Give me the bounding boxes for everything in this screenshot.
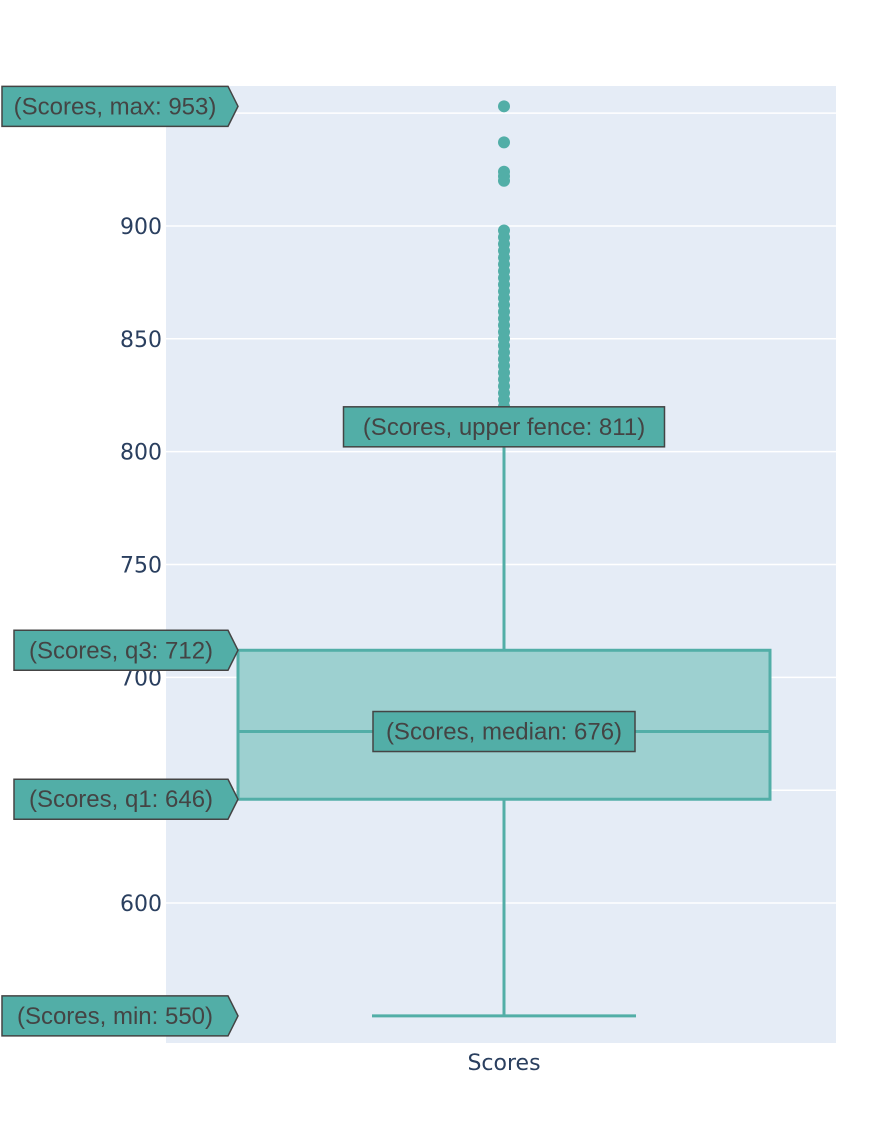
hover-label-box — [13, 629, 239, 672]
hover-label-median: (Scores, median: 676) — [372, 710, 636, 753]
hover-label-text: (Scores, upper fence: 811) — [363, 414, 645, 441]
hover-label-box — [1, 995, 239, 1037]
hover-label-q1: (Scores, q1: 646) — [13, 778, 239, 820]
y-tick-label: 750 — [120, 554, 162, 579]
y-tick-label: 900 — [120, 215, 162, 240]
outlier-point — [498, 100, 510, 113]
hover-labels: (Scores, max: 953) (Scores, upper fence: … — [1, 85, 666, 1037]
hover-label-min: (Scores, min: 550) — [1, 995, 239, 1037]
hover-label-text: (Scores, q3: 712) — [29, 637, 213, 664]
hover-label-box — [372, 710, 636, 753]
hover-label-box — [342, 406, 666, 448]
hover-label-text: (Scores, q1: 646) — [29, 786, 213, 813]
hover-label-max: (Scores, max: 953) — [1, 85, 239, 128]
hover-label-box — [1, 85, 239, 128]
hover-label-box — [13, 778, 239, 820]
hover-label-upper-fence: (Scores, upper fence: 811) — [342, 406, 666, 448]
outlier-point — [498, 136, 510, 149]
hover-label-text: (Scores, min: 550) — [17, 1003, 213, 1030]
hover-label-text: (Scores, max: 953) — [14, 93, 217, 120]
y-tick-label: 850 — [120, 328, 162, 353]
y-tick-label: 800 — [120, 441, 162, 466]
hover-label-text: (Scores, median: 676) — [386, 719, 622, 746]
hover-label-q3: (Scores, q3: 712) — [13, 629, 239, 672]
x-tick-label: Scores — [467, 1051, 540, 1076]
outlier-point — [498, 174, 510, 187]
y-tick-label: 600 — [120, 892, 162, 917]
outlier-points — [498, 100, 510, 413]
x-axis-ticks: Scores — [467, 1051, 540, 1076]
